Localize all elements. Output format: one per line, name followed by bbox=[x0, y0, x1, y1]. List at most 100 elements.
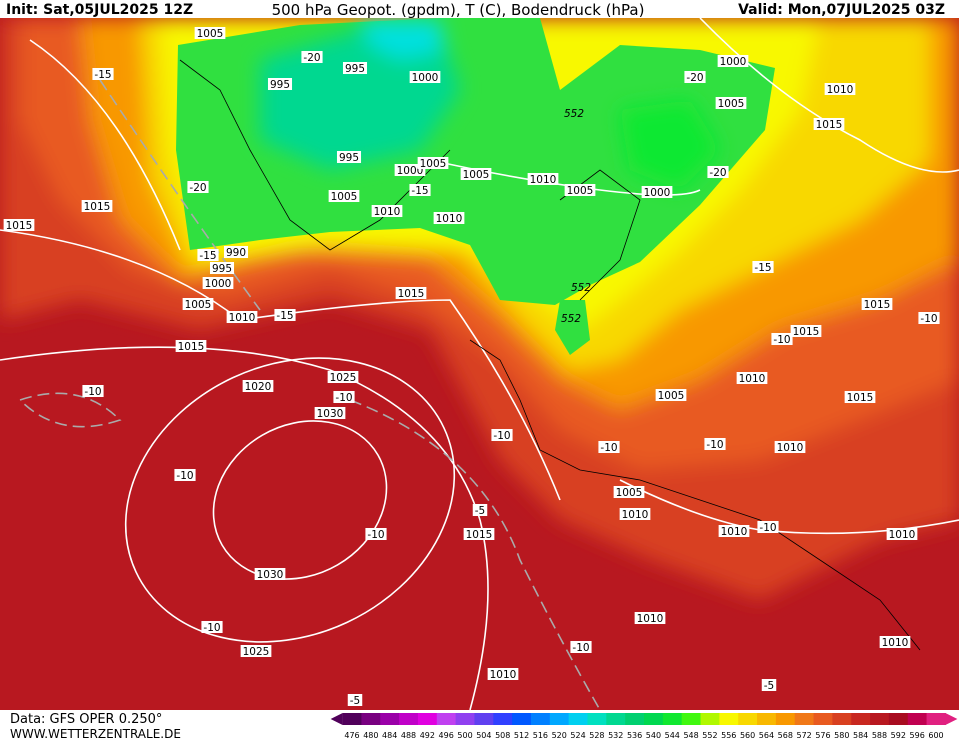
isobar-label: 1010 bbox=[827, 84, 854, 96]
isobar-label: 990 bbox=[226, 247, 246, 259]
legend-swatch bbox=[775, 713, 796, 725]
isobar-label: 995 bbox=[212, 263, 232, 275]
legend-swatch bbox=[662, 713, 683, 725]
legend-label: 544 bbox=[665, 731, 680, 740]
isobar-label: 1025 bbox=[330, 372, 357, 384]
isobar-label: 1010 bbox=[436, 213, 463, 225]
isobar-label: 1000 bbox=[720, 56, 747, 68]
legend-label: 520 bbox=[552, 731, 567, 740]
legend-swatch bbox=[870, 713, 890, 725]
legend-swatch bbox=[530, 713, 551, 725]
label-box bbox=[655, 389, 687, 401]
label-box bbox=[347, 694, 363, 706]
legend-swatch bbox=[399, 713, 419, 725]
init-time: Init: Sat,05JUL2025 12Z bbox=[6, 2, 193, 18]
isobar-label: 1000 bbox=[644, 187, 671, 199]
legend-swatch bbox=[493, 713, 513, 725]
isobar-label: 1030 bbox=[257, 569, 284, 581]
isobar-label: 1000 bbox=[397, 165, 424, 177]
legend-label: 476 bbox=[344, 731, 359, 740]
label-box bbox=[242, 380, 274, 392]
legend-swatch bbox=[813, 713, 833, 725]
isobar-label: 995 bbox=[270, 79, 290, 91]
legend-label: 536 bbox=[627, 731, 642, 740]
legend-swatch bbox=[342, 713, 362, 725]
legend-label: 540 bbox=[646, 731, 661, 740]
cold-core bbox=[260, 20, 720, 190]
label-box bbox=[460, 168, 492, 180]
isobar-label: 1005 bbox=[616, 487, 643, 499]
isotherms bbox=[19, 79, 601, 710]
isotherm-label: -10 bbox=[493, 430, 510, 442]
legend-swatch bbox=[568, 713, 588, 725]
label-box bbox=[314, 407, 346, 419]
label-box bbox=[707, 166, 729, 178]
legend-label: 528 bbox=[589, 731, 604, 740]
isotherm-label: -10 bbox=[572, 642, 589, 654]
isobar-label: 1015 bbox=[178, 341, 205, 353]
isotherm-label: -15 bbox=[411, 185, 428, 197]
isobar-label: 1015 bbox=[793, 326, 820, 338]
label-box bbox=[527, 173, 559, 185]
label-box bbox=[174, 469, 196, 481]
isotherm-label: -10 bbox=[367, 529, 384, 541]
legend-label: 580 bbox=[834, 731, 849, 740]
geopotential-label: 552 bbox=[571, 282, 591, 294]
isotherm-label: -10 bbox=[176, 470, 193, 482]
legend-swatch bbox=[757, 713, 777, 725]
label-box bbox=[371, 205, 403, 217]
label-box bbox=[417, 157, 449, 169]
green-region bbox=[555, 300, 590, 355]
legend-swatch bbox=[888, 713, 909, 725]
isobar-label: 995 bbox=[339, 152, 359, 164]
geopotential-label: 552 bbox=[564, 108, 584, 120]
isobar-label: 1005 bbox=[185, 299, 212, 311]
label-box bbox=[463, 528, 495, 540]
legend-label: 516 bbox=[533, 731, 548, 740]
label-box bbox=[240, 645, 272, 657]
legend-swatch bbox=[719, 713, 739, 725]
legend-swatch bbox=[738, 713, 758, 725]
isotherm-label: -15 bbox=[94, 69, 111, 81]
legend-label: 484 bbox=[382, 731, 397, 740]
isobar-label: 1020 bbox=[245, 381, 272, 393]
label-box bbox=[336, 151, 362, 163]
legend-label: 504 bbox=[476, 731, 491, 740]
isobar-label: 1015 bbox=[84, 201, 111, 213]
legend-label: 584 bbox=[853, 731, 868, 740]
legend-swatch bbox=[455, 713, 475, 725]
label-box bbox=[3, 219, 35, 231]
legend-swatch bbox=[361, 713, 381, 725]
label-box bbox=[254, 568, 286, 580]
isotherm-label: -5 bbox=[350, 695, 360, 707]
label-box bbox=[918, 312, 940, 324]
isobar-label: 1015 bbox=[847, 392, 874, 404]
legend-label: 596 bbox=[910, 731, 925, 740]
label-box bbox=[715, 97, 747, 109]
legend-label: 576 bbox=[815, 731, 830, 740]
isobar-label: 1025 bbox=[243, 646, 270, 658]
legend-label: 600 bbox=[928, 731, 943, 740]
legend-label: 588 bbox=[872, 731, 887, 740]
isobar-label: 1010 bbox=[637, 613, 664, 625]
map-title: 500 hPa Geopot. (gpdm), T (C), Bodendruc… bbox=[272, 1, 645, 19]
legend-label: 496 bbox=[439, 731, 454, 740]
isotherm-label: -5 bbox=[475, 505, 485, 517]
legend-swatch bbox=[794, 713, 815, 725]
valid-time: Valid: Mon,07JUL2025 03Z bbox=[738, 2, 945, 18]
isobar-label: 1005 bbox=[331, 191, 358, 203]
legend-swatch bbox=[851, 713, 871, 725]
label-box bbox=[81, 200, 113, 212]
isobar-label: 1000 bbox=[205, 278, 232, 290]
isobar-label: 1005 bbox=[718, 98, 745, 110]
legend-label: 564 bbox=[759, 731, 774, 740]
isotherm-label: -20 bbox=[686, 72, 703, 84]
isotherm-label: -20 bbox=[709, 167, 726, 179]
label-box bbox=[634, 612, 666, 624]
legend-swatch bbox=[380, 713, 400, 725]
legend-swatch bbox=[681, 713, 702, 725]
isobar-label: 1015 bbox=[398, 288, 425, 300]
label-box bbox=[619, 508, 651, 520]
isotherm-label: -10 bbox=[84, 386, 101, 398]
legend-label: 532 bbox=[608, 731, 623, 740]
